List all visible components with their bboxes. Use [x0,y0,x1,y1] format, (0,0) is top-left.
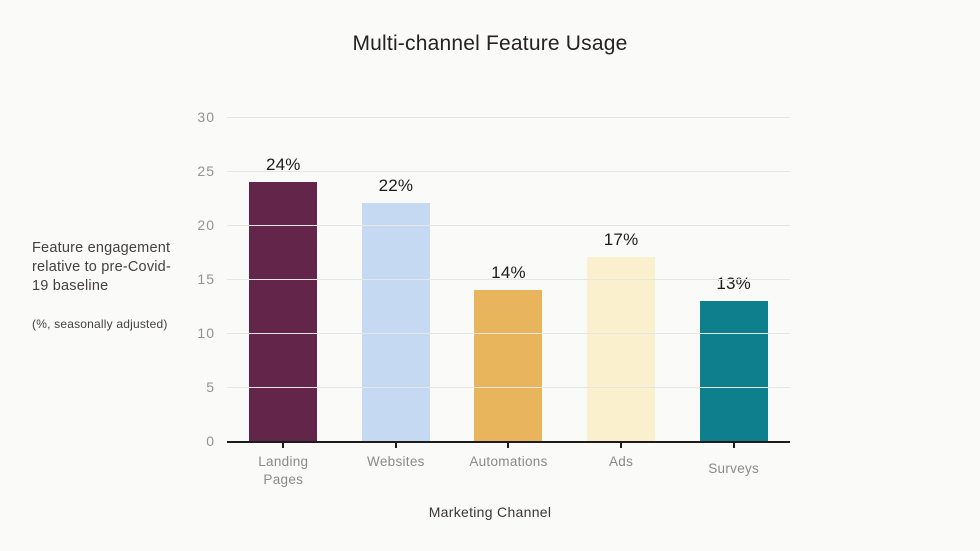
x-tick-mark-websites [394,441,397,448]
y-tick-label-25: 25 [197,163,215,179]
gridline-5 [227,387,790,388]
bar-websites [361,203,430,441]
gridline-15 [227,279,790,280]
bar-automations [474,289,543,441]
category-labels-row: Landing Pages Websites Automations Ads Surve… [227,453,790,489]
category-label-websites: Websites [367,454,425,469]
chart-title: Multi-channel Feature Usage [352,32,628,55]
y-tick-label-30: 30 [197,109,215,125]
category-label-landing-pages: Landing Pages [258,454,309,487]
bar-group-surveys: 13% [677,117,790,441]
x-tick-mark-ads [620,441,623,448]
bars-row: 24% 22% 14% 17% 13% [227,117,790,441]
bar-value-label: 17% [603,230,639,250]
y-tick-label-10: 10 [197,325,215,341]
y-axis-label: Feature engagement relative to pre-Covid… [32,240,171,294]
bar-value-label: 22% [378,176,414,196]
y-axis-note: (%, seasonally adjusted) [32,317,168,331]
x-axis-ticks [227,441,790,448]
bar-value-label: 14% [491,262,526,282]
gridline-25 [227,171,790,172]
x-tick-mark-surveys [732,441,735,448]
bar-ads [587,257,656,441]
y-tick-label-5: 5 [206,379,215,395]
y-tick-label-15: 15 [197,271,215,287]
y-tick-label-20: 20 [197,217,215,233]
category-label-ads: Ads [608,454,634,469]
bar-group-websites: 22% [340,117,453,441]
category-label-automations: Automations [469,454,548,469]
gridline-30 [227,117,790,118]
x-tick-mark-landing-pages [282,441,285,448]
x-axis-label: Marketing Channel [428,504,552,520]
bar-landing-pages [249,181,318,441]
y-axis-annotation: Feature engagement relative to pre-Covid… [32,239,182,331]
x-tick-mark-automations [507,441,510,448]
bar-value-label: 13% [716,273,751,293]
bar-group-ads: 17% [565,117,678,441]
gridline-10 [227,333,790,334]
bar-surveys [699,300,768,441]
y-tick-label-0: 0 [206,433,215,449]
category-label-surveys: Surveys [708,461,760,476]
bar-group-automations: 14% [452,117,565,441]
gridline-20 [227,225,790,226]
plot-area: 24% 22% 14% 17% 13% 0 5 10 15 20 25 30 [197,109,790,449]
bar-value-label: 24% [265,154,301,174]
